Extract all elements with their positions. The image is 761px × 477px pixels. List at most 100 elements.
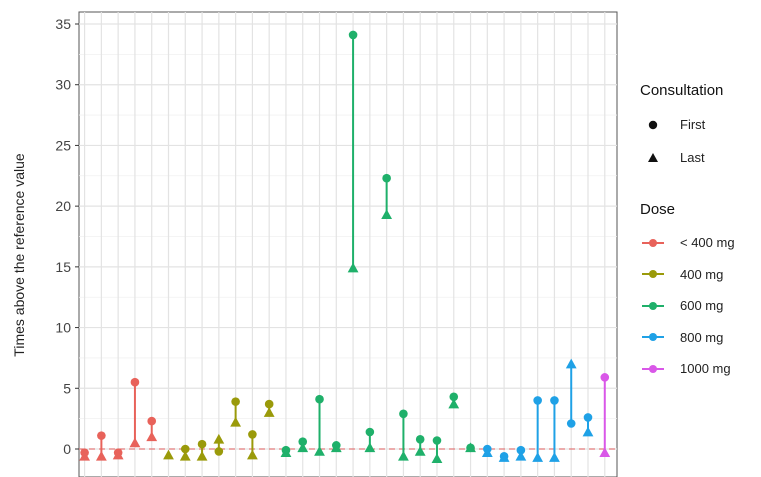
patient-dumbbell (95, 431, 107, 461)
last-consultation-point (414, 446, 426, 456)
patient-dumbbell (247, 430, 258, 460)
patient-dumbbell (79, 448, 90, 461)
y-tick-label: 15 (55, 259, 71, 275)
first-consultation-point (197, 439, 207, 449)
legend-item-dose: 1000 mg (640, 353, 758, 385)
legend-title-dose: Dose (640, 201, 676, 218)
patient-dumbbell (129, 377, 141, 448)
first-consultation-point (315, 394, 324, 404)
data-marks (79, 30, 611, 464)
last-consultation-point (364, 442, 376, 453)
patient-dumbbell (280, 445, 292, 457)
y-axis-label: Times above the reference value (11, 153, 27, 357)
first-consultation-point (130, 377, 140, 387)
first-consultation-point (399, 409, 408, 419)
first-consultation-point (533, 396, 542, 405)
first-consultation-point (147, 416, 157, 426)
last-consultation-point (146, 431, 158, 442)
first-consultation-point (298, 437, 308, 447)
last-consultation-point (515, 450, 527, 461)
last-consultation-point (79, 450, 90, 461)
patient-dumbbell (230, 397, 242, 427)
first-consultation-point (566, 419, 576, 428)
patient-dumbbell (582, 413, 594, 437)
legend-label-dose: 400 mg (680, 266, 724, 282)
first-consultation-point (214, 447, 224, 456)
last-consultation-point (247, 449, 258, 460)
patient-dumbbell (196, 439, 208, 461)
patient-dumbbell (532, 396, 544, 462)
last-consultation-point (297, 442, 309, 453)
dose-swatch-icon (640, 234, 666, 252)
dose-swatch-icon (640, 265, 666, 283)
y-axis: 0 5 10 15 20 25 30 35 (55, 16, 79, 457)
y-tick-label: 35 (55, 16, 71, 32)
last-consultation-point (263, 407, 275, 417)
legend-title-consultation: Consultation (640, 82, 724, 99)
y-tick-label: 5 (63, 380, 71, 396)
first-consultation-point (382, 173, 391, 183)
first-consultation-point (449, 392, 459, 402)
first-consultation-point (348, 30, 358, 40)
last-consultation-point (549, 452, 560, 462)
circle-marker-icon (640, 116, 666, 134)
last-consultation-point (381, 209, 393, 219)
last-consultation-point (465, 442, 476, 453)
patient-dumbbell (498, 451, 510, 462)
last-consultation-point (481, 447, 493, 457)
y-tick-label: 20 (55, 198, 71, 214)
patient-dumbbell (330, 441, 342, 453)
last-consultation-point (129, 437, 141, 448)
last-consultation-point (179, 450, 191, 461)
last-consultation-point (582, 426, 594, 437)
dose-swatch-icon (640, 297, 666, 315)
first-consultation-point (516, 445, 526, 455)
patient-dumbbell (314, 394, 325, 456)
plot-panel (78, 11, 618, 477)
patient-dumbbell (599, 373, 611, 457)
legend-label-dose: 600 mg (680, 298, 724, 314)
y-tick-label: 10 (55, 320, 71, 336)
legend-item-dose: 600 mg (640, 290, 758, 322)
dose-swatch-icon (640, 328, 666, 346)
last-consultation-point (314, 446, 325, 456)
patient-dumbbell (549, 396, 560, 462)
patient-dumbbell (465, 442, 476, 453)
first-consultation-point (180, 444, 190, 454)
dose-legend-list: < 400 mg 400 mg 600 mg 800 mg 1000 mg (640, 227, 758, 385)
legend-label-dose: 1000 mg (680, 361, 731, 377)
legend-item-dose: 400 mg (640, 259, 758, 291)
legend-item-first: First (640, 108, 758, 141)
first-consultation-point (415, 434, 425, 444)
legend-label-last: Last (680, 150, 705, 165)
y-tick-label: 0 (63, 441, 71, 457)
legend-label-dose: 800 mg (680, 329, 724, 345)
legend-item-dose: 800 mg (640, 322, 758, 354)
patient-dumbbell (297, 437, 309, 453)
first-consultation-point (600, 373, 610, 382)
legend-label-dose: < 400 mg (680, 235, 735, 251)
patient-dumbbell (515, 445, 527, 461)
legend-item-dose: < 400 mg (640, 227, 758, 259)
patient-dumbbell (398, 409, 409, 461)
first-consultation-point (231, 397, 240, 406)
first-consultation-point (248, 430, 257, 439)
last-consultation-point (95, 450, 107, 461)
patient-dumbbell (481, 444, 493, 457)
last-consultation-point (230, 416, 242, 427)
last-consultation-point (196, 450, 208, 461)
last-consultation-point (565, 358, 577, 369)
legend-item-last: Last (640, 141, 758, 174)
last-consultation-point (431, 453, 443, 464)
first-consultation-point (97, 431, 106, 440)
patient-dumbbell (381, 173, 393, 219)
first-consultation-point (550, 396, 559, 405)
first-consultation-point (583, 413, 593, 422)
y-tick-label: 30 (55, 77, 71, 93)
triangle-marker-icon (640, 149, 666, 167)
patient-dumbbell (347, 30, 359, 273)
last-consultation-point (330, 442, 342, 453)
legend: Consultation First Last Dose < 400 mg 400… (640, 80, 758, 385)
patient-dumbbell (431, 436, 443, 464)
patient-dumbbell (179, 444, 191, 461)
